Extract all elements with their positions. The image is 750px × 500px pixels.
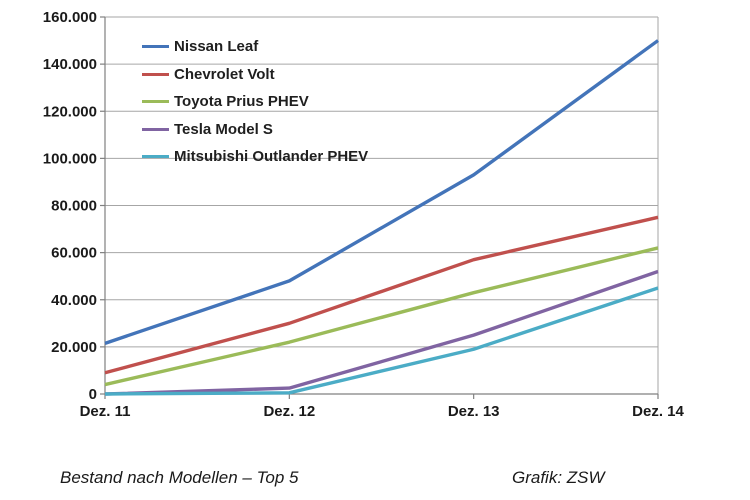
- x-axis-tick-label: Dez. 14: [632, 403, 684, 420]
- x-axis-tick-label: Dez. 11: [80, 403, 131, 420]
- legend-line-swatch-tesla-model-s: [142, 127, 169, 131]
- legend-item-mitsubishi-outlander-phev: Mitsubishi Outlander PHEV: [142, 143, 368, 171]
- legend-item-toyota-prius-phev: Toyota Prius PHEV: [142, 88, 368, 116]
- series-line-tesla-model-s: [104, 269, 659, 396]
- line-chart-canvas: 0 20.000 40.000 60.000 80.000 100.000 120.000 1…: [43, 9, 685, 420]
- y-axis-tick-label: 100.000: [43, 150, 97, 167]
- y-axis-tick-label: 160.000: [43, 9, 97, 26]
- caption-credit: Grafik: ZSW: [512, 468, 605, 487]
- y-axis-tick-label: 60.000: [51, 245, 97, 262]
- chart-legend: Nissan Leaf Chevrolet Volt Toyota Prius …: [142, 33, 368, 171]
- y-axis-tick-label: 20.000: [51, 339, 97, 356]
- legend-line-swatch-mitsubishi-outlander-phev: [142, 155, 169, 159]
- legend-item-chevrolet-volt: Chevrolet Volt: [142, 61, 368, 89]
- y-axis-tick-label: 40.000: [51, 292, 97, 309]
- series-line-nissan-leaf: [104, 39, 660, 345]
- legend-label-toyota-prius-phev: Toyota Prius PHEV: [174, 93, 309, 111]
- legend-item-nissan-leaf: Nissan Leaf: [142, 33, 368, 61]
- legend-label-nissan-leaf: Nissan Leaf: [174, 38, 259, 56]
- legend-line-swatch-chevrolet-volt: [142, 72, 169, 76]
- y-axis-tick-label: 0: [89, 386, 97, 403]
- series-line-chevrolet-volt: [104, 215, 659, 375]
- y-axis-tick-label: 80.000: [51, 198, 97, 215]
- legend-label-tesla-model-s: Tesla Model S: [174, 120, 273, 138]
- legend-line-swatch-nissan-leaf: [142, 45, 169, 49]
- legend-label-mitsubishi-outlander-phev: Mitsubishi Outlander PHEV: [174, 148, 369, 166]
- series-line-toyota-prius-phev: [104, 246, 659, 387]
- y-axis-tick-label: 140.000: [43, 56, 97, 73]
- legend-line-swatch-toyota-prius-phev: [142, 100, 169, 104]
- x-axis-tick-label: Dez. 12: [263, 403, 315, 420]
- legend-item-tesla-model-s: Tesla Model S: [142, 116, 368, 144]
- x-axis-tick-label: Dez. 13: [448, 403, 500, 420]
- figure-captions: Bestand nach Modellen – Top 5 Grafik: ZS…: [0, 468, 750, 492]
- legend-label-chevrolet-volt: Chevrolet Volt: [174, 65, 275, 83]
- series-line-mitsubishi-outlander-phev: [104, 286, 659, 396]
- caption-title: Bestand nach Modellen – Top 5: [60, 468, 299, 487]
- y-axis-tick-label: 120.000: [43, 103, 97, 120]
